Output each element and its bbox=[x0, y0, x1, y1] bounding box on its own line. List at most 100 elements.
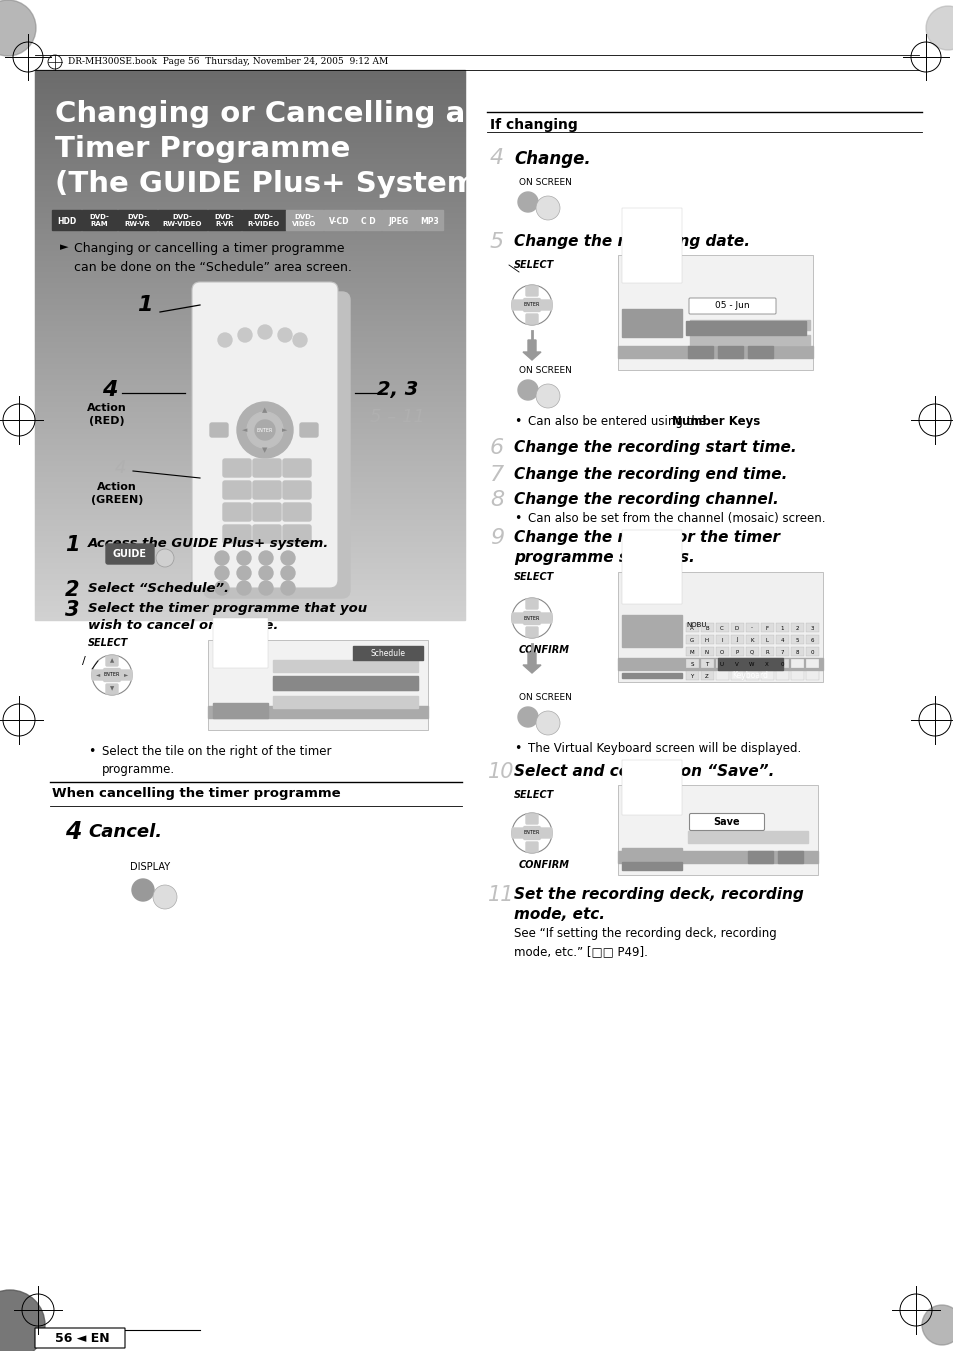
Text: Action: Action bbox=[97, 482, 136, 492]
Bar bbox=[621, 615, 681, 647]
Text: B: B bbox=[704, 626, 708, 631]
Bar bbox=[208, 707, 428, 717]
FancyBboxPatch shape bbox=[210, 423, 228, 436]
Bar bbox=[353, 646, 422, 661]
Text: 4: 4 bbox=[490, 149, 503, 168]
Text: 0: 0 bbox=[780, 662, 783, 666]
FancyBboxPatch shape bbox=[283, 503, 311, 521]
Circle shape bbox=[258, 566, 273, 580]
Bar bbox=[718, 346, 742, 358]
Text: RAM: RAM bbox=[91, 222, 109, 227]
Text: 3: 3 bbox=[65, 600, 79, 620]
Bar bbox=[730, 635, 743, 644]
FancyBboxPatch shape bbox=[223, 503, 251, 521]
Bar bbox=[621, 309, 681, 336]
Bar bbox=[760, 659, 773, 667]
Text: DVD-: DVD- bbox=[253, 213, 274, 220]
Text: Select the timer programme that you
wish to cancel or change.: Select the timer programme that you wish… bbox=[88, 603, 367, 632]
Text: SELECT: SELECT bbox=[514, 790, 554, 800]
Text: 4: 4 bbox=[65, 820, 81, 844]
Circle shape bbox=[258, 581, 273, 594]
Bar bbox=[685, 635, 699, 644]
Text: 7: 7 bbox=[780, 650, 783, 654]
Text: Z: Z bbox=[704, 674, 708, 678]
Text: Action: Action bbox=[87, 403, 127, 413]
Text: -: - bbox=[750, 626, 752, 631]
Text: X: X bbox=[764, 662, 768, 666]
Bar bbox=[621, 208, 681, 282]
Text: RW-VR: RW-VR bbox=[125, 222, 151, 227]
FancyBboxPatch shape bbox=[525, 598, 537, 609]
Bar bbox=[760, 647, 773, 657]
Bar bbox=[775, 671, 788, 680]
Text: Select the tile on the right of the timer
programme.: Select the tile on the right of the time… bbox=[102, 744, 331, 775]
Text: Y: Y bbox=[690, 674, 693, 678]
Bar bbox=[805, 659, 818, 667]
Bar bbox=[689, 320, 809, 330]
Text: GUIDE: GUIDE bbox=[112, 549, 147, 559]
Text: 4: 4 bbox=[780, 638, 783, 643]
Text: DVD-: DVD- bbox=[128, 213, 148, 220]
Text: MP3: MP3 bbox=[419, 216, 438, 226]
Bar bbox=[118, 209, 157, 230]
FancyArrow shape bbox=[522, 340, 540, 359]
Circle shape bbox=[132, 880, 153, 901]
Circle shape bbox=[0, 1290, 45, 1351]
Bar bbox=[273, 676, 417, 690]
Text: DVD-: DVD- bbox=[294, 213, 314, 220]
Text: Change the recording start time.: Change the recording start time. bbox=[514, 440, 796, 455]
Circle shape bbox=[281, 551, 294, 565]
Text: 1: 1 bbox=[780, 626, 783, 631]
Text: •: • bbox=[88, 744, 95, 758]
Bar bbox=[790, 647, 803, 657]
Text: T: T bbox=[704, 662, 708, 666]
Bar bbox=[805, 671, 818, 680]
Bar bbox=[324, 209, 355, 230]
Text: ENTER: ENTER bbox=[256, 427, 273, 432]
Bar bbox=[158, 209, 207, 230]
Text: Set the recording deck, recording
mode, etc.: Set the recording deck, recording mode, … bbox=[514, 888, 803, 921]
FancyBboxPatch shape bbox=[283, 481, 311, 499]
Bar bbox=[747, 346, 772, 358]
Bar bbox=[730, 659, 743, 667]
Text: Select “Schedule”.: Select “Schedule”. bbox=[88, 582, 229, 594]
Text: Keyboard: Keyboard bbox=[731, 671, 767, 681]
Text: VIDEO: VIDEO bbox=[292, 222, 316, 227]
Text: 10: 10 bbox=[488, 762, 514, 782]
Circle shape bbox=[218, 332, 232, 347]
Text: ►: ► bbox=[124, 673, 128, 677]
Text: 0: 0 bbox=[809, 650, 813, 654]
Circle shape bbox=[156, 549, 173, 567]
Circle shape bbox=[517, 192, 537, 212]
Text: •: • bbox=[514, 415, 521, 428]
Text: P: P bbox=[735, 650, 738, 654]
FancyBboxPatch shape bbox=[523, 612, 540, 624]
Bar bbox=[790, 659, 803, 667]
FancyBboxPatch shape bbox=[35, 1328, 125, 1348]
Circle shape bbox=[237, 328, 252, 342]
Bar bbox=[621, 848, 681, 863]
Bar bbox=[273, 696, 417, 708]
Text: 4: 4 bbox=[102, 380, 117, 400]
FancyBboxPatch shape bbox=[106, 684, 118, 694]
Circle shape bbox=[236, 551, 251, 565]
Bar bbox=[700, 659, 713, 667]
Text: DR-MH300SE.book  Page 56  Thursday, November 24, 2005  9:12 AM: DR-MH300SE.book Page 56 Thursday, Novemb… bbox=[68, 58, 388, 66]
Text: ◄: ◄ bbox=[242, 427, 248, 434]
Bar bbox=[805, 623, 818, 632]
Bar bbox=[621, 673, 681, 678]
Text: I: I bbox=[720, 638, 722, 643]
Text: Select and confirm on “Save”.: Select and confirm on “Save”. bbox=[514, 765, 774, 780]
Circle shape bbox=[152, 885, 177, 909]
FancyBboxPatch shape bbox=[539, 300, 552, 309]
Text: D: D bbox=[734, 626, 739, 631]
Text: G: G bbox=[689, 638, 694, 643]
Text: NOBU: NOBU bbox=[685, 621, 706, 628]
Text: •: • bbox=[514, 512, 521, 526]
Text: 3: 3 bbox=[809, 626, 813, 631]
FancyBboxPatch shape bbox=[512, 828, 523, 838]
Text: Changing or cancelling a timer programme
can be done on the “Schedule” area scre: Changing or cancelling a timer programme… bbox=[74, 242, 352, 274]
Text: ON SCREEN: ON SCREEN bbox=[518, 178, 571, 186]
FancyArrow shape bbox=[522, 653, 540, 673]
FancyBboxPatch shape bbox=[689, 813, 763, 831]
